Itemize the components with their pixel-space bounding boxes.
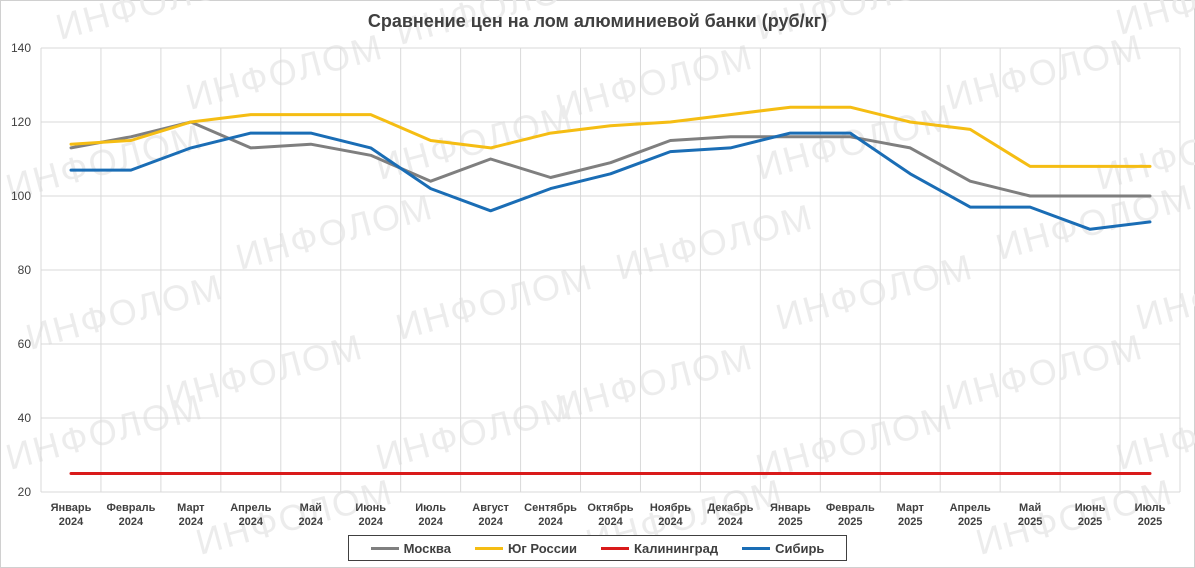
x-tick-label: Ноябрь 2024: [650, 502, 691, 528]
x-tick-label: Май 2025: [1018, 502, 1042, 528]
legend-swatch: [370, 546, 399, 550]
legend-label: Калининград: [633, 540, 719, 556]
y-tick-label: 40: [18, 411, 32, 425]
y-tick-label: 20: [18, 485, 32, 499]
x-tick-label: Март 2024: [177, 502, 205, 528]
x-tick-label: Апрель 2024: [230, 502, 271, 528]
legend-swatch: [474, 546, 503, 550]
x-tick-label: Август 2024: [472, 502, 509, 528]
legend-label: Юг России: [507, 540, 577, 556]
x-tick-label: Июль 2025: [1135, 502, 1166, 528]
watermark-text: ИНФОЛОМ: [1131, 246, 1195, 338]
legend-item: Калининград: [600, 540, 719, 556]
x-tick-label: Март 2025: [897, 502, 925, 528]
legend-label: Москва: [403, 540, 451, 556]
legend-item: Юг России: [474, 540, 577, 556]
watermark-text: ИНФОЛОМ: [181, 26, 387, 118]
y-tick-label: 140: [11, 41, 31, 55]
watermark-text: ИНФОЛОМ: [1, 116, 207, 208]
legend: Москва Юг России Калининград Сибирь: [348, 535, 847, 561]
x-tick-label: Май 2024: [299, 502, 324, 528]
watermark-text: ИНФОЛОМ: [941, 26, 1147, 118]
x-tick-label: Сентябрь 2024: [524, 502, 577, 528]
x-tick-label: Июнь 2024: [355, 502, 386, 528]
y-tick-label: 80: [18, 263, 32, 277]
x-tick-label: Октябрь 2024: [587, 502, 633, 528]
watermark-text: ИНФОЛОМ: [1111, 386, 1195, 478]
legend-item: Москва: [370, 540, 451, 556]
watermark-text: ИНФОЛОМ: [231, 186, 437, 278]
chart-title: Сравнение цен на лом алюминиевой банки (…: [367, 11, 828, 31]
x-tick-label: Апрель 2025: [950, 502, 991, 528]
watermark-text: ИНФОЛОМ: [611, 196, 817, 288]
legend-swatch: [600, 546, 629, 550]
legend-item: Сибирь: [742, 541, 824, 556]
x-tick-label: Декабрь 2024: [707, 502, 753, 528]
watermark-text: ИНФОЛОМ: [941, 326, 1147, 418]
x-tick-label: Июль 2024: [415, 502, 446, 528]
x-tick-label: Февраль 2024: [106, 502, 155, 528]
legend-label: Сибирь: [775, 540, 825, 556]
watermark-text: ИНФОЛОМ: [371, 386, 577, 478]
y-tick-label: 100: [11, 189, 31, 203]
x-tick-label: Январь 2025: [770, 502, 811, 528]
series-line: [69, 120, 1152, 198]
x-tick-label: Июнь 2025: [1075, 502, 1106, 528]
legend-swatch: [742, 546, 771, 550]
watermark-text: ИНФОЛОМ: [991, 176, 1195, 268]
series-line: [69, 105, 1152, 168]
x-tick-label: Январь 2024: [51, 502, 92, 528]
watermark-text: ИНФОЛОМ: [371, 96, 577, 188]
watermark-text: ИНФОЛОМ: [1, 386, 207, 478]
watermark-text: ИНФОЛОМ: [771, 246, 977, 338]
series-line: [69, 131, 1152, 231]
watermark-text: ИНФОЛОМ: [551, 336, 757, 428]
y-tick-label: 60: [18, 337, 32, 351]
x-tick-label: Февраль 2025: [826, 502, 875, 528]
y-tick-label: 120: [11, 115, 31, 129]
